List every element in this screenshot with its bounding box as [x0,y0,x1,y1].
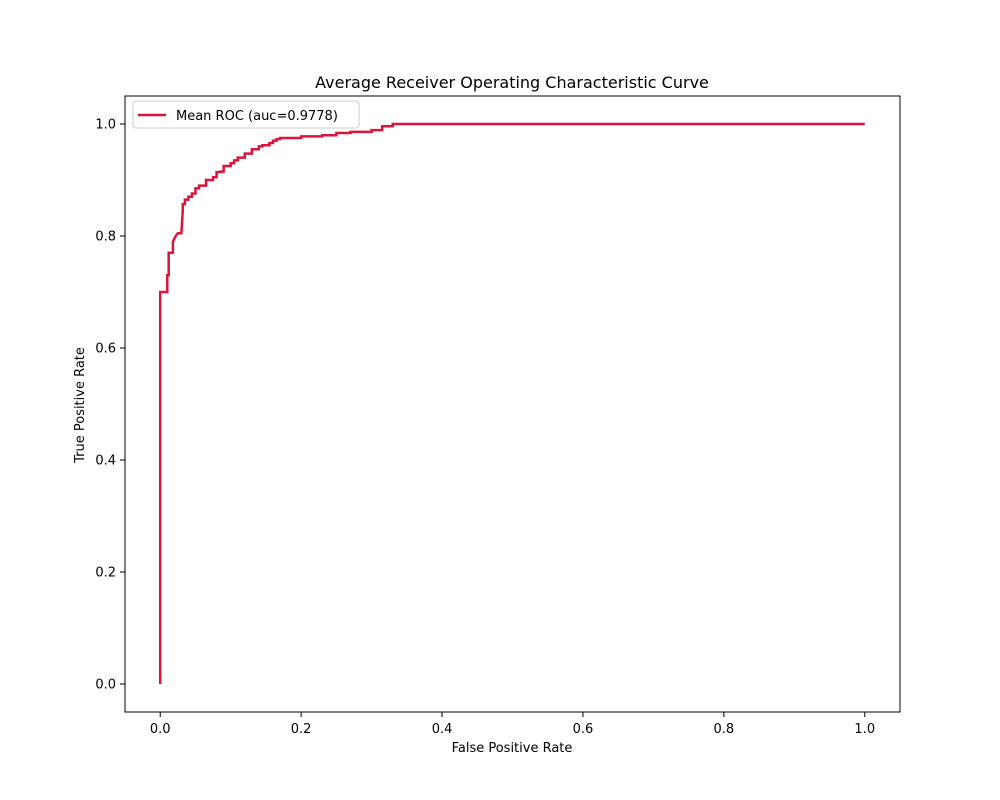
y-tick-label: 0.6 [95,342,116,357]
plot-area: 0.0 0.2 0.4 0.6 0.8 1.0 0.0 0.2 0.4 0.6 0.8 1.0 [95,95,901,737]
x-axis-ticks: 0.0 0.2 0.4 0.6 0.8 1.0 [150,712,875,737]
y-axis-ticks: 0.0 0.2 0.4 0.6 0.8 1.0 [95,118,125,693]
y-tick-label: 0.2 [95,566,116,581]
x-tick-label: 0.6 [573,722,594,737]
y-tick-label: 0.0 [95,678,116,693]
x-axis-label: False Positive Rate [452,741,573,756]
x-tick-label: 0.0 [150,722,171,737]
x-tick-label: 0.4 [432,722,453,737]
series-layer [158,122,865,684]
chart-title: Average Receiver Operating Characteristi… [315,73,709,92]
y-tick-label: 1.0 [95,118,116,133]
legend-box [132,100,360,129]
x-tick-label: 0.8 [714,722,735,737]
series-line-mean-roc [158,122,865,684]
y-tick-label: 0.4 [95,454,116,469]
legend: Mean ROC (auc=0.9778) [132,100,360,129]
y-tick-label: 0.8 [95,230,116,245]
x-tick-label: 1.0 [854,722,875,737]
legend-label-mean-roc: Mean ROC (auc=0.9778) [176,109,338,124]
y-axis-label: True Positive Rate [73,347,88,464]
plot-frame [124,95,901,713]
x-tick-label: 0.2 [291,722,312,737]
